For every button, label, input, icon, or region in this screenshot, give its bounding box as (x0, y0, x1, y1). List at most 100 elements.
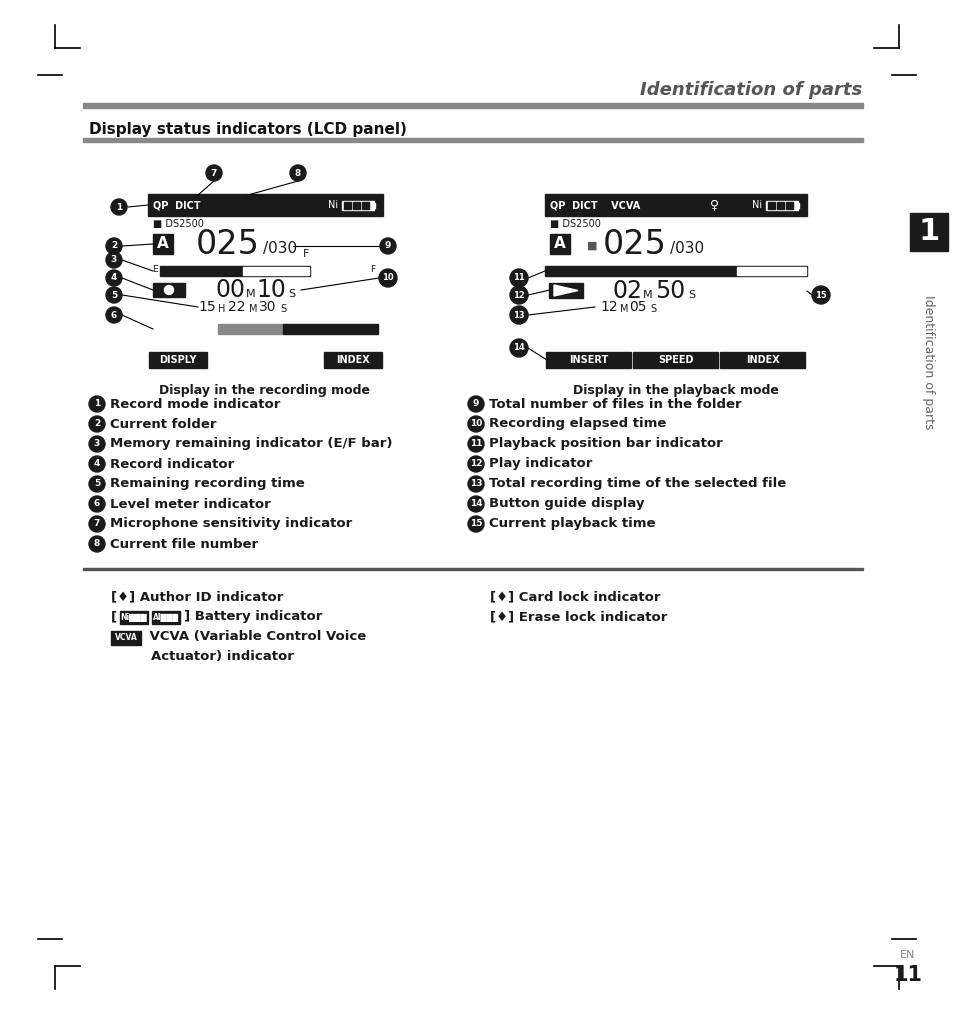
Text: Actuator) indicator: Actuator) indicator (151, 650, 294, 663)
Text: VCVA (Variable Control Voice: VCVA (Variable Control Voice (145, 630, 366, 643)
Text: M: M (619, 304, 628, 314)
Text: ■ DS2500: ■ DS2500 (550, 219, 600, 229)
Text: Display in the recording mode: Display in the recording mode (159, 384, 370, 397)
Text: ■: ■ (586, 241, 597, 251)
Bar (909, 213, 947, 251)
Text: M: M (249, 304, 257, 314)
Text: 13: 13 (513, 310, 524, 319)
Bar (83, 103, 862, 108)
Circle shape (89, 456, 105, 472)
Bar (283, 324, 377, 334)
Bar (324, 352, 381, 368)
Text: Ni███: Ni███ (120, 613, 147, 623)
Circle shape (106, 307, 122, 323)
Text: [♦] Card lock indicator: [♦] Card lock indicator (490, 590, 659, 603)
Text: Play indicator: Play indicator (489, 457, 592, 470)
Text: 9: 9 (384, 241, 391, 250)
Text: Memory remaining indicator (E/F bar): Memory remaining indicator (E/F bar) (110, 437, 392, 450)
Text: 1: 1 (918, 217, 939, 246)
Circle shape (106, 238, 122, 254)
Circle shape (468, 476, 483, 492)
Text: 8: 8 (93, 539, 100, 549)
Text: F: F (303, 249, 309, 259)
Text: /030: /030 (669, 240, 703, 256)
Text: 12: 12 (469, 459, 482, 468)
Text: 025: 025 (602, 227, 666, 261)
Bar (795, 203, 799, 208)
Bar (160, 266, 310, 276)
Bar (344, 202, 351, 209)
Text: Current file number: Current file number (110, 537, 258, 551)
Text: S: S (288, 289, 294, 299)
Text: [♦] Erase lock indicator: [♦] Erase lock indicator (490, 610, 667, 623)
Circle shape (89, 396, 105, 412)
Text: Display in the playback mode: Display in the playback mode (573, 384, 778, 397)
Text: Identification of parts: Identification of parts (639, 81, 862, 99)
Bar (341, 201, 374, 210)
Text: A: A (554, 236, 565, 251)
Text: INDEX: INDEX (335, 355, 370, 365)
Text: /030: /030 (263, 240, 296, 256)
Text: H: H (218, 304, 225, 314)
Bar (218, 324, 283, 334)
Bar (544, 194, 806, 216)
Text: Total number of files in the folder: Total number of files in the folder (489, 397, 740, 411)
Circle shape (89, 536, 105, 552)
Text: Record indicator: Record indicator (110, 457, 234, 470)
Text: 2: 2 (93, 420, 100, 429)
Text: 1: 1 (93, 400, 100, 409)
Text: 22: 22 (228, 300, 245, 314)
Bar (737, 267, 805, 275)
Text: Level meter indicator: Level meter indicator (110, 498, 271, 510)
Text: 50: 50 (655, 279, 684, 303)
Circle shape (106, 287, 122, 303)
Text: 14: 14 (513, 344, 524, 353)
Bar (120, 611, 148, 624)
Bar (83, 568, 862, 570)
Bar (545, 352, 630, 368)
Text: DISPLY: DISPLY (159, 355, 196, 365)
Circle shape (378, 269, 396, 287)
Bar (633, 352, 718, 368)
Text: M: M (246, 289, 255, 299)
Bar (148, 351, 382, 369)
Text: ■ DS2500: ■ DS2500 (152, 219, 204, 229)
Bar (83, 138, 862, 142)
Text: 6: 6 (93, 500, 100, 508)
Bar (152, 324, 218, 334)
Text: 15: 15 (198, 300, 215, 314)
Text: Ni: Ni (328, 200, 337, 210)
Text: INSERT: INSERT (569, 355, 608, 365)
Text: EN: EN (900, 950, 915, 960)
Circle shape (89, 436, 105, 452)
Circle shape (510, 306, 527, 324)
Text: 9: 9 (473, 400, 478, 409)
Circle shape (111, 199, 127, 215)
Text: 15: 15 (469, 519, 482, 528)
Circle shape (468, 516, 483, 532)
Text: VCVA: VCVA (114, 634, 137, 643)
Text: ] Battery indicator: ] Battery indicator (184, 610, 322, 623)
Text: M: M (642, 290, 652, 300)
Bar (148, 194, 382, 216)
Bar (243, 267, 309, 275)
Text: Ni: Ni (751, 200, 761, 210)
Bar (544, 266, 806, 276)
Circle shape (106, 252, 122, 268)
Bar (111, 631, 141, 645)
Bar (152, 611, 180, 624)
Bar (767, 202, 774, 209)
Text: 1: 1 (115, 203, 122, 212)
Text: Identification of parts: Identification of parts (922, 295, 935, 430)
Text: E: E (152, 266, 157, 275)
Circle shape (468, 436, 483, 452)
Text: 4: 4 (93, 459, 100, 468)
Text: 12: 12 (599, 300, 617, 314)
Bar (776, 202, 783, 209)
Bar (785, 202, 792, 209)
Circle shape (510, 286, 527, 304)
Circle shape (290, 165, 306, 182)
Text: 11: 11 (893, 965, 922, 985)
Circle shape (510, 339, 527, 357)
Circle shape (379, 238, 395, 254)
